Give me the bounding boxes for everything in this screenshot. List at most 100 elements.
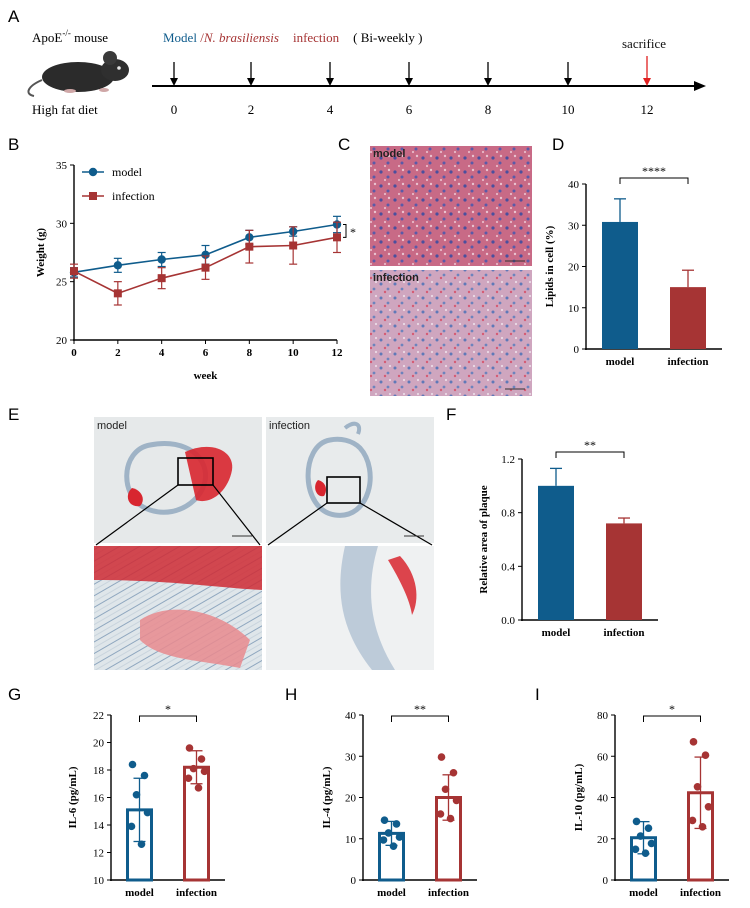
data-point bbox=[245, 242, 254, 251]
data-point bbox=[113, 261, 123, 270]
y-tick-label: 40 bbox=[568, 179, 580, 191]
zoom-line bbox=[212, 484, 261, 546]
significance-bracket bbox=[619, 177, 689, 184]
zoom-line bbox=[359, 502, 433, 546]
data-point bbox=[389, 842, 398, 850]
y-tick-label: 10 bbox=[345, 834, 357, 846]
data-point bbox=[701, 751, 710, 760]
data-point bbox=[70, 267, 78, 276]
data-point bbox=[688, 816, 697, 825]
y-tick-label: 18 bbox=[93, 765, 105, 777]
x-tick-label: infection bbox=[604, 627, 645, 639]
liver-image-infection bbox=[370, 270, 532, 396]
timepoint-label: 12 bbox=[641, 102, 654, 117]
legend-marker bbox=[88, 167, 98, 177]
x-tick-label: model bbox=[606, 356, 635, 368]
y-tick-label: 0 bbox=[574, 344, 580, 356]
plaque-bar-chart: 0.0 0.4 0.8 1.2 Relative area of plaque model… bbox=[478, 438, 658, 639]
liver-image-model bbox=[370, 146, 532, 266]
x-axis-label: week bbox=[194, 370, 219, 382]
x-tick-label: infection bbox=[428, 887, 469, 899]
significance-marker: ** bbox=[414, 702, 426, 716]
data-point bbox=[395, 833, 404, 841]
panel-letter-d: D bbox=[552, 135, 564, 154]
data-point bbox=[333, 233, 341, 242]
vessel-wall bbox=[124, 441, 208, 515]
data-point bbox=[197, 755, 206, 763]
zoom-box bbox=[177, 457, 214, 486]
x-tick-label: 0 bbox=[71, 347, 77, 359]
x-tick-label: 8 bbox=[247, 347, 253, 359]
timepoint-label: 10 bbox=[562, 102, 575, 117]
x-tick-label: model bbox=[377, 887, 406, 899]
timeline-arrowhead bbox=[694, 81, 706, 91]
bar-infection bbox=[606, 523, 642, 620]
significance-marker: * bbox=[669, 702, 675, 716]
y-tick-label: 30 bbox=[56, 218, 68, 230]
arrow-head bbox=[484, 78, 492, 86]
data-point bbox=[392, 820, 401, 828]
data-point bbox=[636, 832, 645, 840]
data-point bbox=[127, 822, 136, 831]
y-tick-label: 80 bbox=[597, 710, 609, 722]
il10-bar-chart: 0 20 40 60 80 IL-10 (pg/mL) model infection * bbox=[573, 702, 729, 899]
panel-letter-a: A bbox=[8, 7, 20, 26]
x-tick-label: model bbox=[125, 887, 154, 899]
sacrifice-label: sacrifice bbox=[622, 36, 666, 51]
timeline-legend: Model /N. brasiliensis infection( Bi-week… bbox=[163, 30, 422, 45]
y-tick-label: 16 bbox=[93, 793, 105, 805]
data-point bbox=[384, 829, 393, 837]
diet-label: High fat diet bbox=[32, 102, 98, 117]
significance-marker: **** bbox=[642, 164, 666, 178]
y-tick-label: 12 bbox=[93, 848, 104, 860]
mouse-label: ApoE-/- mouse bbox=[32, 28, 108, 45]
x-tick-label: 4 bbox=[159, 347, 165, 359]
data-point bbox=[631, 845, 640, 854]
data-point bbox=[201, 263, 210, 272]
y-tick-label: 0.4 bbox=[501, 561, 515, 573]
data-point bbox=[704, 802, 713, 811]
panel-letter-b: B bbox=[8, 135, 19, 154]
plaque-stain bbox=[127, 488, 143, 507]
data-point bbox=[693, 782, 702, 791]
data-point bbox=[441, 785, 450, 794]
y-tick-label: 40 bbox=[345, 710, 357, 722]
panel-letter-c: C bbox=[338, 135, 350, 154]
y-tick-label: 35 bbox=[56, 160, 68, 172]
aorta-label-model: model bbox=[97, 420, 127, 432]
data-point bbox=[289, 241, 298, 250]
mouse-icon bbox=[27, 51, 129, 97]
data-point bbox=[137, 840, 146, 849]
data-point bbox=[132, 790, 141, 799]
data-point bbox=[201, 250, 210, 260]
plaque-stain bbox=[388, 556, 417, 615]
significance-bracket bbox=[391, 715, 449, 722]
arrow-head bbox=[170, 78, 178, 86]
y-tick-label: 22 bbox=[93, 710, 104, 722]
significance-marker: ** bbox=[584, 438, 596, 452]
y-tick-label: 20 bbox=[597, 834, 609, 846]
x-tick-label: 2 bbox=[115, 347, 121, 359]
zoom-line bbox=[95, 484, 179, 546]
panel-letter-f: F bbox=[446, 405, 456, 424]
y-tick-label: 20 bbox=[56, 335, 68, 347]
data-point bbox=[437, 753, 446, 761]
vessel-wall bbox=[305, 436, 373, 518]
x-tick-label: 10 bbox=[288, 347, 300, 359]
liver-label-model: model bbox=[373, 148, 405, 160]
y-tick-label: 60 bbox=[597, 751, 609, 763]
y-tick-label: 1.2 bbox=[501, 454, 515, 466]
data-point bbox=[644, 824, 653, 833]
timepoint-label: 6 bbox=[406, 102, 413, 117]
data-point bbox=[189, 764, 198, 773]
data-point bbox=[449, 768, 458, 777]
data-point bbox=[143, 808, 152, 817]
data-point bbox=[128, 760, 137, 769]
zoom-box bbox=[326, 476, 361, 504]
data-point bbox=[200, 767, 209, 776]
plaque-stain bbox=[140, 609, 250, 668]
plaque-stain bbox=[315, 480, 326, 497]
data-point bbox=[194, 784, 203, 792]
x-tick-label: model bbox=[629, 887, 658, 899]
